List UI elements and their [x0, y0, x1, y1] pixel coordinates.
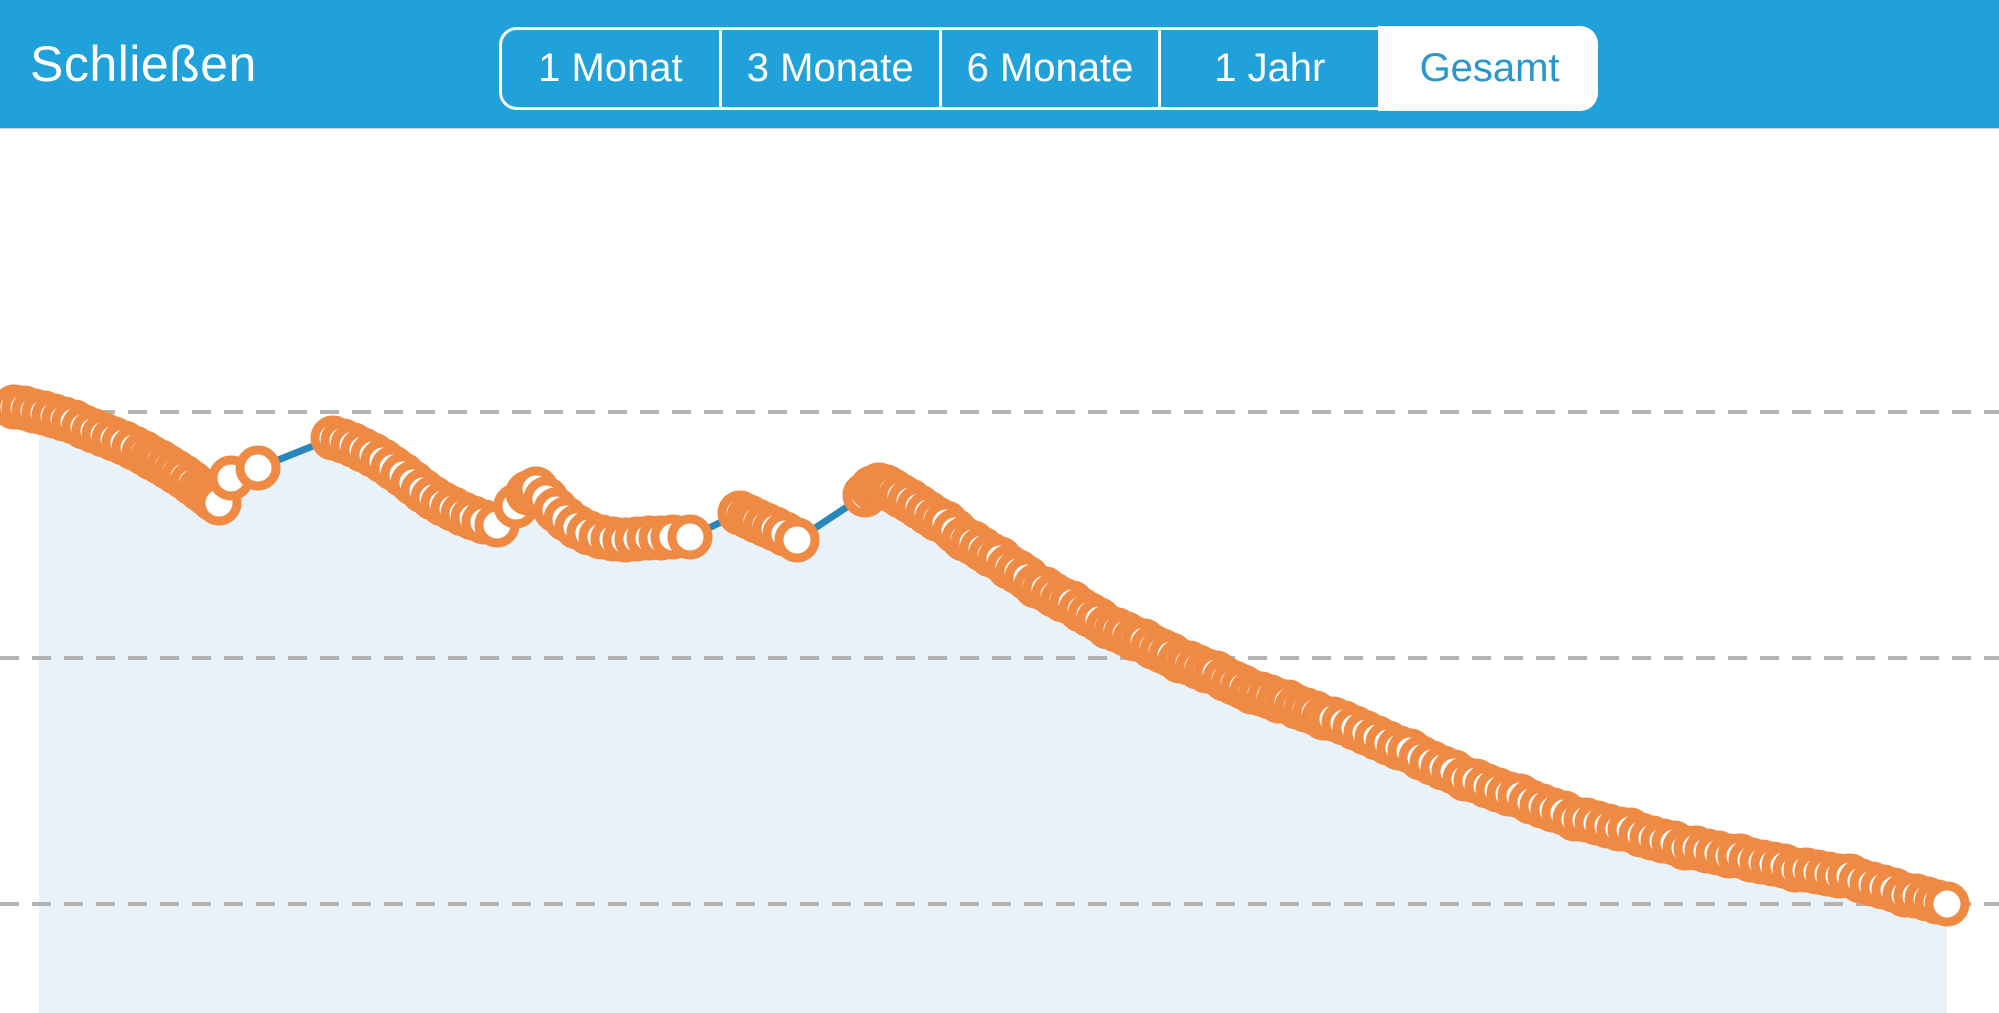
data-point-marker — [774, 517, 820, 563]
chart-area-fill — [39, 413, 1947, 1013]
segment-button-6-monate[interactable]: 6 Monate — [938, 30, 1159, 107]
time-range-segmented-control: 1 Monat 3 Monate 6 Monate 1 Jahr Gesamt — [499, 26, 1598, 111]
data-point-marker — [235, 445, 281, 491]
app-header: Schließen 1 Monat 3 Monate 6 Monate 1 Jahr G… — [0, 0, 1999, 128]
segment-button-3-monate[interactable]: 3 Monate — [718, 30, 939, 107]
close-button[interactable]: Schließen — [30, 36, 257, 92]
segment-button-1-monat[interactable]: 1 Monat — [538, 46, 683, 90]
segment-button-gesamt[interactable]: Gesamt — [1378, 26, 1598, 111]
data-point-marker — [1924, 881, 1970, 927]
data-point-marker — [667, 514, 713, 560]
segment-button-1-jahr[interactable]: 1 Jahr — [1158, 30, 1378, 107]
